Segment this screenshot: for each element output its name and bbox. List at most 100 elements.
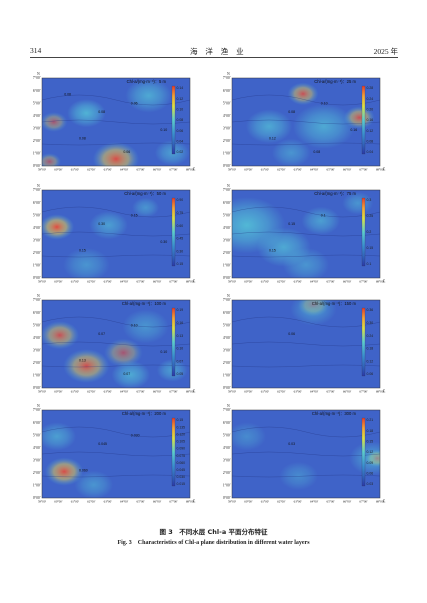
contour-label: 0.30 (160, 240, 167, 244)
x-tick-label: 61°00′ (261, 280, 270, 284)
colorbar-tick-label: 0.15 (367, 246, 374, 250)
y-tick-label: 1°00′ (33, 152, 41, 156)
x-tick-label: 61°00′ (71, 390, 80, 394)
x-tick-label: 67°00′ (359, 168, 368, 172)
x-tick-label: 66°00′ (343, 390, 352, 394)
colorbar-tick-label: 0.10 (177, 108, 184, 112)
contour-line (232, 426, 380, 438)
contour-line (42, 474, 190, 478)
y-tick-label: 2°00′ (223, 361, 231, 365)
colorbar (361, 197, 366, 267)
y-tick-label: 7°00′ (33, 298, 41, 302)
chl-a-hotspot (63, 247, 110, 278)
panel-title: Chl-a/(mg·m⁻³)：150 m (312, 301, 357, 306)
x-tick-label: 65°00′ (326, 168, 335, 172)
colorbar-tick-label: 0.24 (367, 97, 374, 101)
y-tick-label: 4°00′ (223, 446, 231, 450)
contour-line (42, 119, 190, 125)
x-tick-label: 61°00′ (71, 280, 80, 284)
contour-label: 0.10 (321, 101, 328, 105)
x-tick-label: 65°00′ (136, 168, 145, 172)
y-tick-label: 4°00′ (33, 114, 41, 118)
colorbar (171, 307, 176, 377)
y-tick-label: 6°00′ (33, 311, 41, 315)
x-tick-label: 64°00′ (310, 280, 319, 284)
x-tick-label: 63°00′ (104, 390, 113, 394)
y-tick-label: 6°00′ (33, 89, 41, 93)
y-tick-label: 2°00′ (223, 471, 231, 475)
y-tick-label: 2°00′ (33, 471, 41, 475)
x-tick-label: 66°00′ (153, 280, 162, 284)
x-tick-label: 68°00′ (186, 168, 195, 172)
contour-label: 0.10 (160, 128, 167, 132)
colorbar-tick-label: 0.075 (177, 454, 186, 458)
contour-label: 0.08 (64, 93, 71, 97)
colorbar-tick-label: 0.1 (367, 262, 372, 266)
chl-a-heatmap-4: 0.15 0.1 0.15 Chl-a/(mg·m⁻³)：75 m 0°00′ 1°00′… (223, 184, 386, 284)
contour-line (232, 254, 380, 258)
x-tick-label: 64°00′ (120, 280, 129, 284)
contour-line (42, 94, 190, 106)
x-tick-label: 59°00′ (228, 390, 237, 394)
colorbar (361, 307, 366, 377)
colorbar-tick-label: 0.45 (177, 237, 184, 241)
contour-line (232, 94, 380, 106)
chl-a-hotspot (104, 338, 143, 367)
x-tick-label: 64°00′ (120, 168, 129, 172)
colorbar (171, 417, 176, 487)
x-axis-unit: E (383, 168, 386, 172)
x-tick-label: 59°00′ (38, 168, 47, 172)
colorbar-tick-label: 0.10 (177, 347, 184, 351)
contour-label: 0.08 (79, 137, 86, 141)
y-tick-label: 3°00′ (223, 238, 231, 242)
chl-a-hotspot (74, 470, 114, 498)
contour-label: 0.07 (98, 332, 105, 336)
x-tick-label: 59°00′ (228, 500, 237, 504)
x-tick-label: 68°00′ (376, 390, 385, 394)
y-tick-label: 6°00′ (223, 311, 231, 315)
x-tick-label: 66°00′ (343, 280, 352, 284)
contour-label: 0.07 (123, 372, 130, 376)
chl-a-hotspot (42, 214, 75, 240)
chl-a-hotspot (89, 211, 128, 240)
x-tick-label: 62°00′ (277, 390, 286, 394)
colorbar-tick-label: 0.30 (177, 249, 184, 253)
x-tick-label: 62°00′ (87, 390, 96, 394)
colorbar-tick-label: 0.13 (177, 334, 184, 338)
x-tick-label: 65°00′ (136, 500, 145, 504)
chl-a-hotspot (63, 349, 110, 383)
x-tick-label: 67°00′ (359, 500, 368, 504)
contour-line (232, 316, 380, 328)
x-tick-label: 67°00′ (169, 390, 178, 394)
chl-a-hotspot (132, 197, 160, 218)
y-tick-label: 6°00′ (223, 89, 231, 93)
chl-a-hotspot (349, 441, 380, 476)
y-tick-label: 7°00′ (33, 408, 41, 412)
contour-label: 0.10 (131, 323, 138, 327)
y-tick-label: 4°00′ (223, 336, 231, 340)
y-tick-label: 0°00′ (223, 164, 231, 168)
colorbar-tick-label: 0.05 (177, 372, 184, 376)
colorbar-tick-label: 0.14 (177, 86, 184, 90)
chl-a-hotspot (279, 461, 318, 491)
x-tick-label: 64°00′ (120, 390, 129, 394)
y-tick-label: 5°00′ (223, 213, 231, 217)
figure-caption-cn: 图 3 不同水层 Chl-a 平面分布特征 (159, 528, 268, 536)
contour-line (42, 142, 190, 146)
x-tick-label: 60°00′ (244, 500, 253, 504)
colorbar-tick-label: 0.03 (367, 482, 374, 486)
colorbar-tick-label: 0.19 (177, 308, 184, 312)
chl-a-hotspot (232, 422, 267, 451)
contour-label: 0.08 (313, 150, 320, 154)
colorbar-tick-label: 0.08 (367, 140, 374, 144)
x-tick-label: 62°00′ (277, 500, 286, 504)
chl-a-panel-8: 0.03 Chl-a/(mg·m⁻³)：300 m 0°00′ 1°00′ 2°00′ 3… (218, 400, 403, 515)
contour-line (232, 142, 380, 146)
running-header: 314 海 洋 渔 业 2025 年 (30, 46, 398, 58)
chl-a-panel-6: 0.06 Chl-a/(mg·m⁻³)：150 m 0°00′ 1°00′ 2°00′ 3… (218, 290, 403, 405)
x-tick-label: 63°00′ (104, 500, 113, 504)
x-tick-label: 65°00′ (136, 390, 145, 394)
y-tick-label: 1°00′ (33, 264, 41, 268)
y-tick-label: 6°00′ (33, 201, 41, 205)
chl-a-hotspot (290, 300, 337, 326)
